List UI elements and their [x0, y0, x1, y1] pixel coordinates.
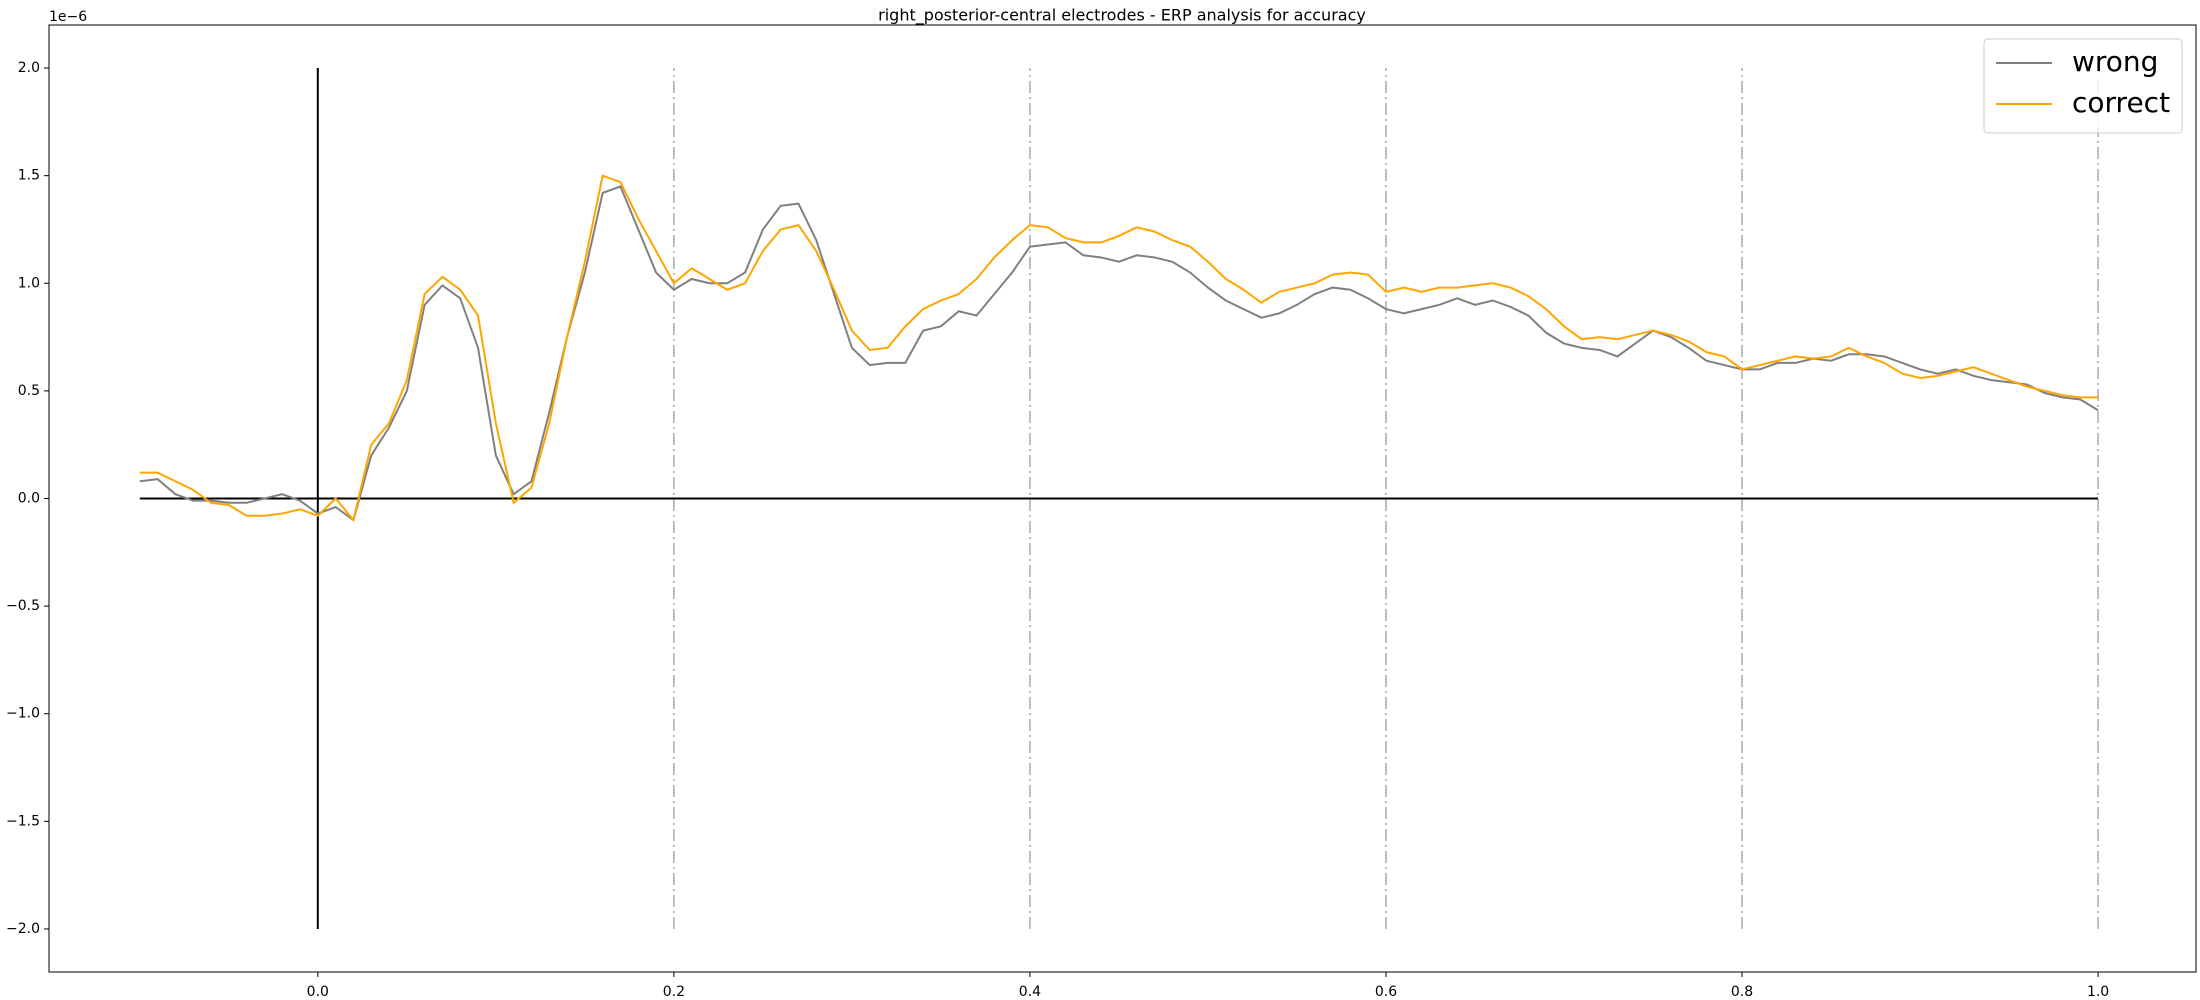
x-tick-label: 0.4: [1019, 984, 1041, 1000]
x-tick-label: 0.2: [663, 984, 685, 1000]
y-tick-label: 0.0: [18, 491, 40, 507]
chart-title: right_posterior-central electrodes - ERP…: [878, 6, 1366, 26]
x-tick-label: 1.0: [2087, 984, 2109, 1000]
y-tick-label: −1.0: [6, 706, 40, 722]
x-tick-label: 0.8: [1731, 984, 1753, 1000]
x-tick-label: 0.6: [1375, 984, 1397, 1000]
y-tick-label: 1.0: [18, 275, 40, 291]
legend-label: wrong: [2072, 45, 2158, 78]
y-tick-label: −1.5: [6, 813, 40, 829]
y-tick-label: 0.5: [18, 383, 40, 399]
offset-label: 1e−6: [49, 9, 87, 25]
series-line: [139, 185, 2099, 522]
series-line: [139, 174, 2099, 523]
y-tick-label: 2.0: [18, 60, 40, 76]
y-tick-label: 1.5: [18, 168, 40, 184]
legend-label: correct: [2072, 86, 2170, 119]
x-tick-label: 0.0: [307, 984, 329, 1000]
y-tick-label: −0.5: [6, 598, 40, 614]
y-tick-label: −2.0: [6, 921, 40, 937]
